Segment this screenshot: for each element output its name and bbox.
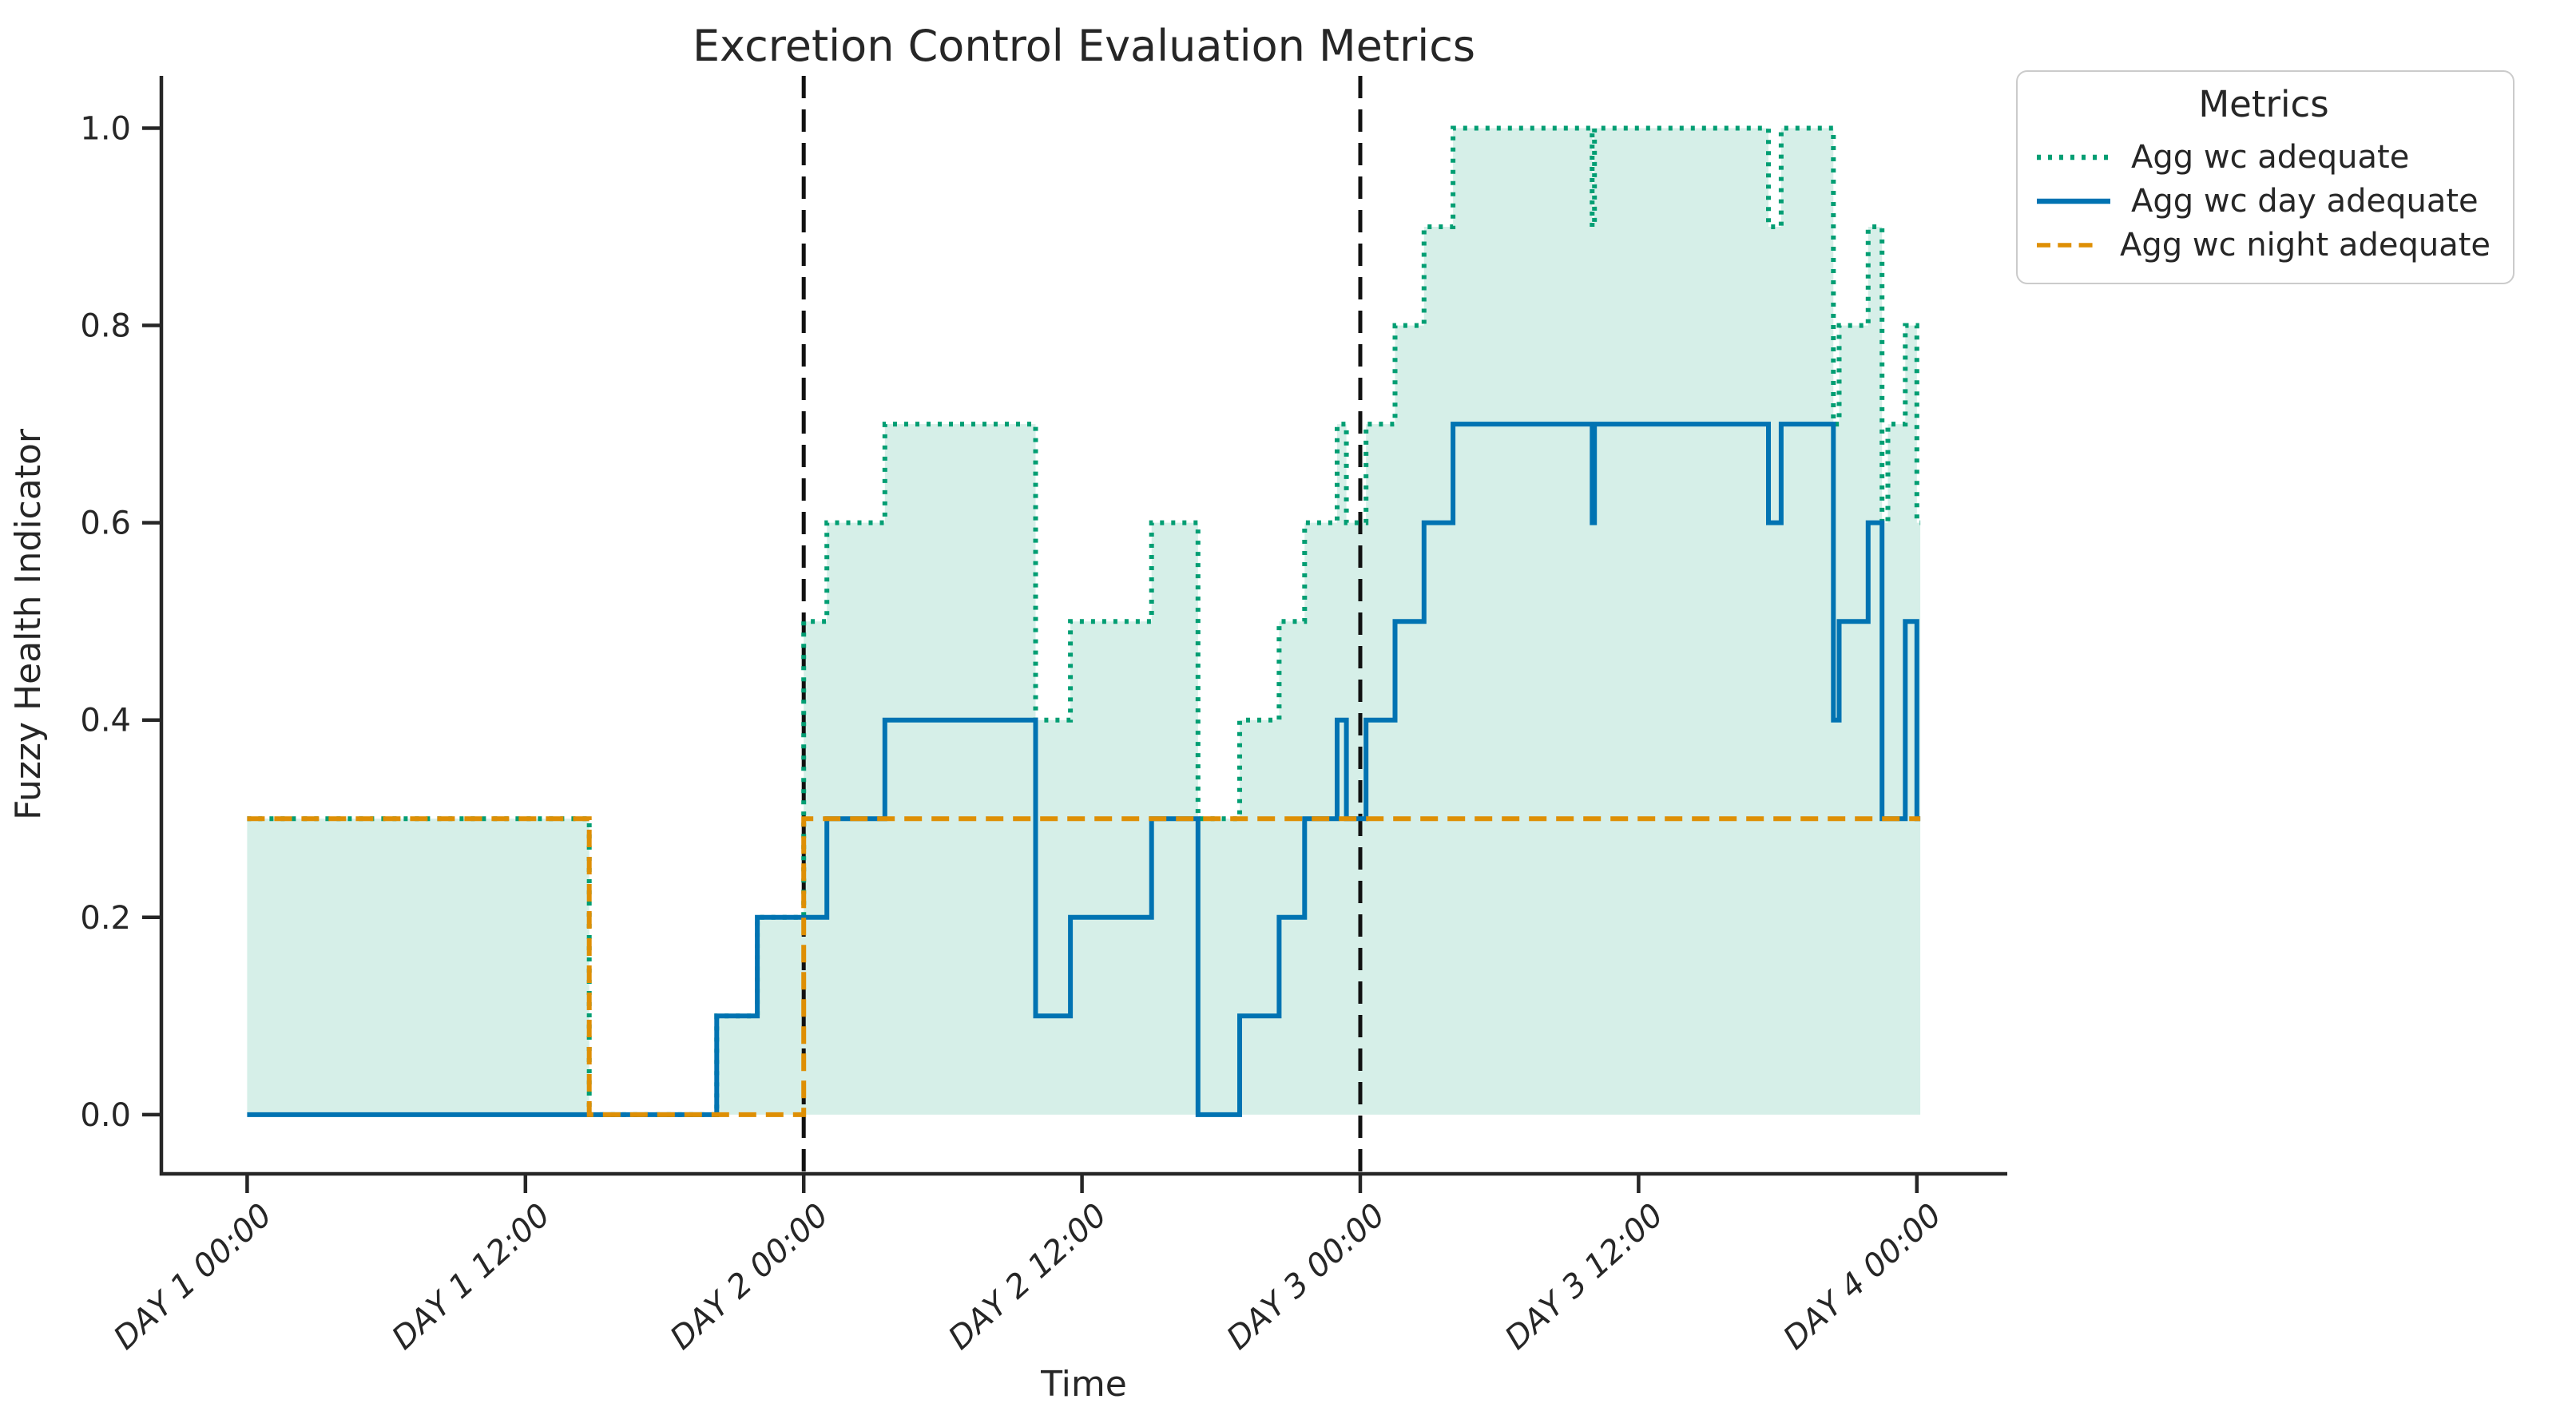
- series-agg-wc-adequate: [247, 125, 1921, 1117]
- chart-title: Excretion Control Evaluation Metrics: [693, 21, 1475, 71]
- x-axis-label: Time: [1040, 1364, 1127, 1405]
- legend-item-agg-wc-day-adequate: Agg wc day adequate: [2037, 183, 2491, 220]
- legend-label: Agg wc night adequate: [2120, 227, 2491, 264]
- legend-label: Agg wc adequate: [2131, 139, 2410, 176]
- x-tick-label: DAY 2 12:00: [942, 1197, 1114, 1358]
- x-tick-label: DAY 1 00:00: [107, 1197, 280, 1358]
- dotted-line-sample-icon: [2037, 154, 2110, 161]
- axes-spines: [159, 76, 2007, 1176]
- x-tick-label: DAY 1 12:00: [385, 1197, 558, 1358]
- x-tick-label: DAY 3 12:00: [1498, 1197, 1671, 1358]
- y-tick-label: 0.4: [80, 703, 131, 739]
- y-tick-label: 0.8: [80, 308, 131, 345]
- solid-line-sample-icon: [2037, 198, 2110, 204]
- legend-item-agg-wc-adequate: Agg wc adequate: [2037, 139, 2491, 176]
- y-tick-label: 0.2: [80, 900, 131, 937]
- y-tick-label: 0.0: [80, 1097, 131, 1134]
- legend-item-agg-wc-night-adequate: Agg wc night adequate: [2037, 227, 2491, 264]
- x-tick-label: DAY 3 00:00: [1220, 1197, 1392, 1358]
- x-tick-label: DAY 4 00:00: [1776, 1197, 1949, 1358]
- y-tick-label: 0.6: [80, 505, 131, 542]
- series-agg-wc-day-adequate: [247, 422, 1921, 1117]
- y-tick-label: 1.0: [80, 110, 131, 147]
- dashed-line-sample-icon: [2037, 243, 2100, 248]
- legend-title: Metrics: [2198, 83, 2329, 125]
- legend-label: Agg wc day adequate: [2131, 183, 2479, 220]
- plot-area: DAY 1 00:00 DAY 1 12:00 DAY 2 00:00 DAY 2 1…: [80, 76, 2007, 1357]
- x-tick-label: DAY 2 00:00: [664, 1197, 836, 1358]
- series-agg-wc-night-adequate: [247, 816, 1921, 1117]
- y-axis-label: Fuzzy Health Indicator: [8, 428, 49, 820]
- legend: Metrics Agg wc adequate Agg wc day adequ…: [2016, 70, 2514, 284]
